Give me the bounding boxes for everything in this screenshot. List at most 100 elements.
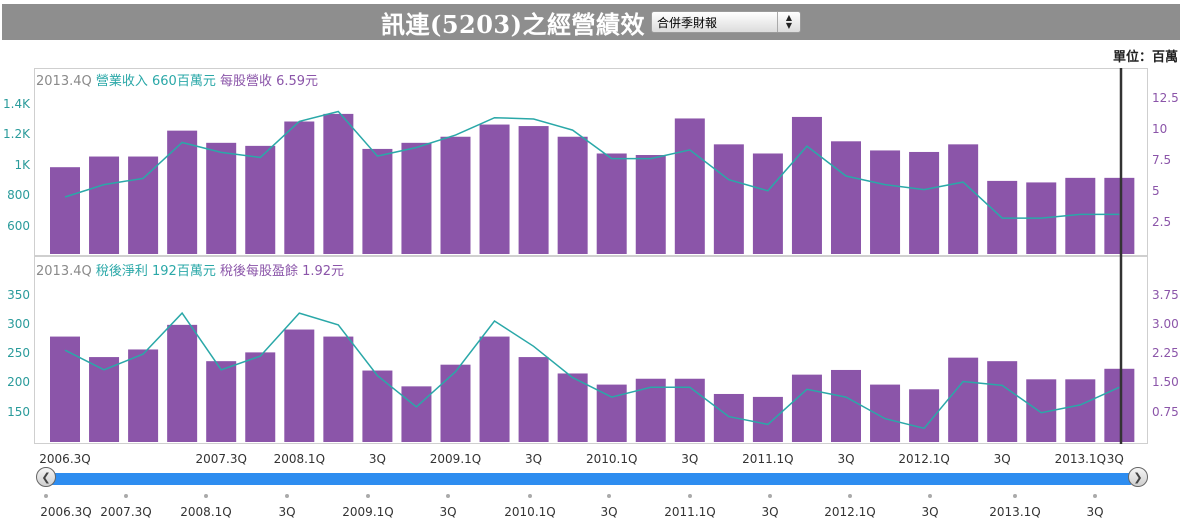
x-tick-label: 2013.1Q [1054, 452, 1107, 466]
x-tick-label: 3Q [525, 452, 543, 466]
y-tick-right: 3.75 [1152, 287, 1179, 302]
x-tick-label: 2007.3Q [195, 452, 247, 466]
bar-revenue [440, 136, 471, 254]
x-tick-label: 2012.1Q [898, 452, 950, 466]
bar-net-income [167, 324, 198, 442]
bar-revenue [870, 150, 901, 254]
legend-quarter: 2013.4Q [36, 74, 92, 89]
bar-net-income [791, 374, 822, 442]
bar-revenue [557, 136, 588, 254]
series-line-eps [64, 311, 1120, 430]
bar-revenue [831, 141, 861, 254]
navigator-dot [446, 494, 450, 498]
navigator-label: 3Q [1086, 505, 1104, 519]
profit-chart-legend: 2013.4Q 稅後淨利 192百萬元 稅後每股盈餘 1.92元 [36, 260, 344, 279]
bar-revenue [284, 121, 315, 255]
unit-label: 單位：百萬 [1112, 50, 1178, 65]
navigator-label: 2008.1Q [180, 505, 232, 519]
navigator-scrollbar[interactable] [46, 473, 1132, 485]
y-tick-left: 1.2K [3, 127, 30, 142]
bar-net-income [323, 336, 354, 442]
navigator-dot [688, 494, 692, 498]
x-tick-label: 2009.1Q [429, 452, 482, 466]
navigator-label: 3Q [439, 505, 457, 519]
navigator-dot [44, 494, 48, 498]
bar-revenue [89, 156, 120, 254]
navigator-label: 2006.3Q [40, 505, 92, 519]
bar-revenue [401, 142, 432, 254]
y-tick-left: 300 [7, 316, 30, 331]
bar-net-income [752, 396, 783, 442]
y-tick-right: 5 [1152, 184, 1160, 199]
bar-revenue [674, 118, 705, 255]
bar-revenue [245, 145, 276, 254]
legend-quarter: 2013.4Q [36, 264, 92, 279]
y-tick-right: 1.50 [1152, 375, 1179, 390]
y-tick-right: 12.5 [1152, 91, 1179, 106]
bar-net-income [635, 378, 666, 442]
bar-revenue [167, 130, 198, 254]
bar-net-income [948, 357, 979, 442]
bar-net-income [206, 361, 237, 442]
navigator-label: 2010.1Q [504, 505, 556, 519]
select-arrows-icon: ▲ ▼ [777, 12, 800, 32]
navigator-label: 3Q [761, 505, 779, 519]
y-tick-left: 800 [7, 188, 30, 203]
bar-revenue [479, 124, 510, 254]
legend-eps: 稅後每股盈餘 1.92元 [219, 264, 345, 279]
navigator-dot [1093, 494, 1097, 498]
navigator-dot [204, 494, 208, 498]
navigator-dot [124, 494, 128, 498]
bar-net-income [128, 349, 159, 442]
bar-net-income [674, 378, 705, 442]
navigator-label: 2013.1Q [989, 505, 1041, 519]
y-tick-left: 600 [7, 218, 30, 233]
bar-net-income [440, 364, 471, 442]
bar-net-income [245, 352, 276, 442]
y-tick-right: 7.5 [1152, 153, 1172, 168]
legend-net-income: 稅後淨利 192百萬元 [95, 264, 216, 279]
y-tick-right: 2.25 [1152, 346, 1179, 361]
legend-revenue-per-share: 每股營收 6.59元 [219, 74, 319, 89]
nav-right-arrow-icon[interactable]: ❯ [1128, 467, 1148, 487]
bar-revenue [752, 153, 783, 254]
bar-revenue [596, 153, 627, 254]
bar-net-income [401, 386, 432, 442]
page-title: 訊連(5203)之經營績效 [380, 9, 645, 39]
navigator-dot [768, 494, 772, 498]
y-tick-right: 2.5 [1152, 215, 1172, 230]
revenue-chart-legend: 2013.4Q 營業收入 660百萬元 每股營收 6.59元 [36, 70, 318, 89]
bar-revenue [50, 167, 80, 254]
navigator-label: 3Q [278, 505, 296, 519]
navigator-label: 3Q [600, 505, 618, 519]
navigator-dot [1013, 494, 1017, 498]
report-type-select[interactable]: 合併季財報 ▲ ▼ [651, 11, 801, 33]
navigator-dot [607, 494, 611, 498]
navigator-dot [285, 494, 289, 498]
report-type-value: 合併季財報 [657, 15, 718, 30]
y-tick-left: 150 [7, 404, 30, 419]
navigator-label: 2012.1Q [824, 505, 876, 519]
y-tick-left: 200 [7, 375, 30, 390]
bar-revenue [635, 155, 666, 254]
bar-net-income [596, 384, 627, 442]
bar-revenue [128, 156, 159, 254]
bar-net-income [89, 357, 120, 442]
bar-revenue [909, 151, 940, 254]
navigator-dot [528, 494, 532, 498]
bar-net-income [557, 373, 588, 442]
navigator-label: 2011.1Q [664, 505, 716, 519]
bar-net-income [831, 369, 861, 442]
y-tick-right: 3.00 [1152, 316, 1179, 331]
bar-net-income [479, 336, 510, 442]
x-tick-label: 3Q [1106, 452, 1124, 466]
y-tick-left: 350 [7, 287, 30, 302]
nav-left-arrow-icon[interactable]: ❮ [36, 467, 56, 487]
x-tick-label: 3Q [837, 452, 855, 466]
bar-net-income [987, 361, 1018, 442]
bar-revenue [948, 144, 979, 254]
y-tick-right: 0.75 [1152, 404, 1179, 419]
navigator-label: 2007.3Q [100, 505, 152, 519]
bar-net-income [362, 370, 393, 442]
